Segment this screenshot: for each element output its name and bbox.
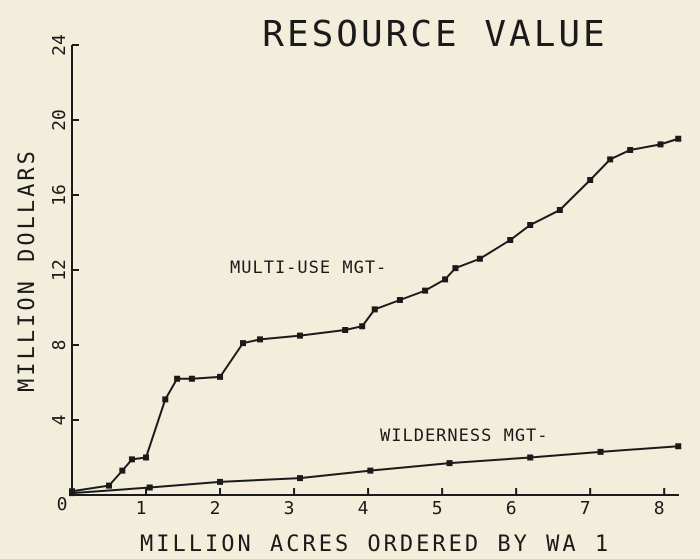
point bbox=[597, 448, 604, 455]
point bbox=[217, 478, 224, 485]
x-tick-label: 7 bbox=[580, 498, 591, 519]
x-tick-label: 5 bbox=[432, 498, 443, 519]
y-tick-label: 0 bbox=[57, 494, 68, 515]
x-axis-label: MILLION ACRES ORDERED BY WA 1 bbox=[140, 532, 611, 557]
x-tick-label: 3 bbox=[284, 498, 295, 519]
point bbox=[556, 207, 563, 213]
point bbox=[342, 327, 349, 333]
point bbox=[162, 396, 169, 403]
y-tick-label: 16 bbox=[49, 184, 70, 206]
point bbox=[367, 467, 374, 474]
point bbox=[675, 135, 682, 142]
point bbox=[442, 276, 449, 283]
y-axis-label: MILLION DOLLARS bbox=[15, 148, 40, 392]
point bbox=[106, 482, 113, 489]
point bbox=[675, 443, 682, 450]
point bbox=[657, 141, 664, 148]
y-tick-label: 24 bbox=[49, 34, 70, 56]
x-tick-label: 2 bbox=[210, 498, 221, 519]
point bbox=[188, 375, 195, 382]
y-tick-label: 12 bbox=[49, 259, 70, 281]
point bbox=[359, 323, 366, 330]
chart-title: RESOURCE VALUE bbox=[262, 14, 607, 55]
series-line bbox=[71, 445, 679, 495]
point bbox=[257, 336, 264, 343]
point bbox=[587, 177, 594, 183]
point bbox=[128, 456, 135, 463]
point bbox=[69, 490, 75, 497]
series-label: WILDERNESS MGT- bbox=[380, 426, 549, 446]
point bbox=[143, 454, 150, 461]
point bbox=[527, 454, 534, 461]
point bbox=[627, 147, 634, 153]
point bbox=[446, 460, 453, 467]
x-tick-label: 6 bbox=[506, 498, 517, 519]
point bbox=[476, 255, 483, 262]
point bbox=[174, 375, 181, 382]
x-tick-label: 4 bbox=[358, 498, 369, 519]
series-line bbox=[71, 137, 679, 493]
point bbox=[239, 340, 246, 347]
point bbox=[296, 332, 303, 339]
point bbox=[422, 287, 429, 294]
point bbox=[452, 265, 459, 272]
point bbox=[146, 484, 153, 491]
point bbox=[371, 306, 378, 313]
point bbox=[396, 297, 403, 303]
point bbox=[507, 237, 514, 243]
point bbox=[119, 467, 126, 474]
y-tick-label: 8 bbox=[49, 340, 70, 351]
series-label: MULTI-USE MGT- bbox=[230, 258, 387, 278]
point bbox=[296, 475, 303, 482]
point bbox=[527, 222, 534, 228]
point bbox=[217, 373, 224, 380]
y-tick-label: 20 bbox=[49, 109, 70, 131]
x-tick-label: 1 bbox=[136, 498, 147, 519]
y-tick-label: 4 bbox=[49, 415, 70, 426]
x-tick-label: 8 bbox=[654, 498, 665, 519]
point bbox=[607, 156, 614, 163]
